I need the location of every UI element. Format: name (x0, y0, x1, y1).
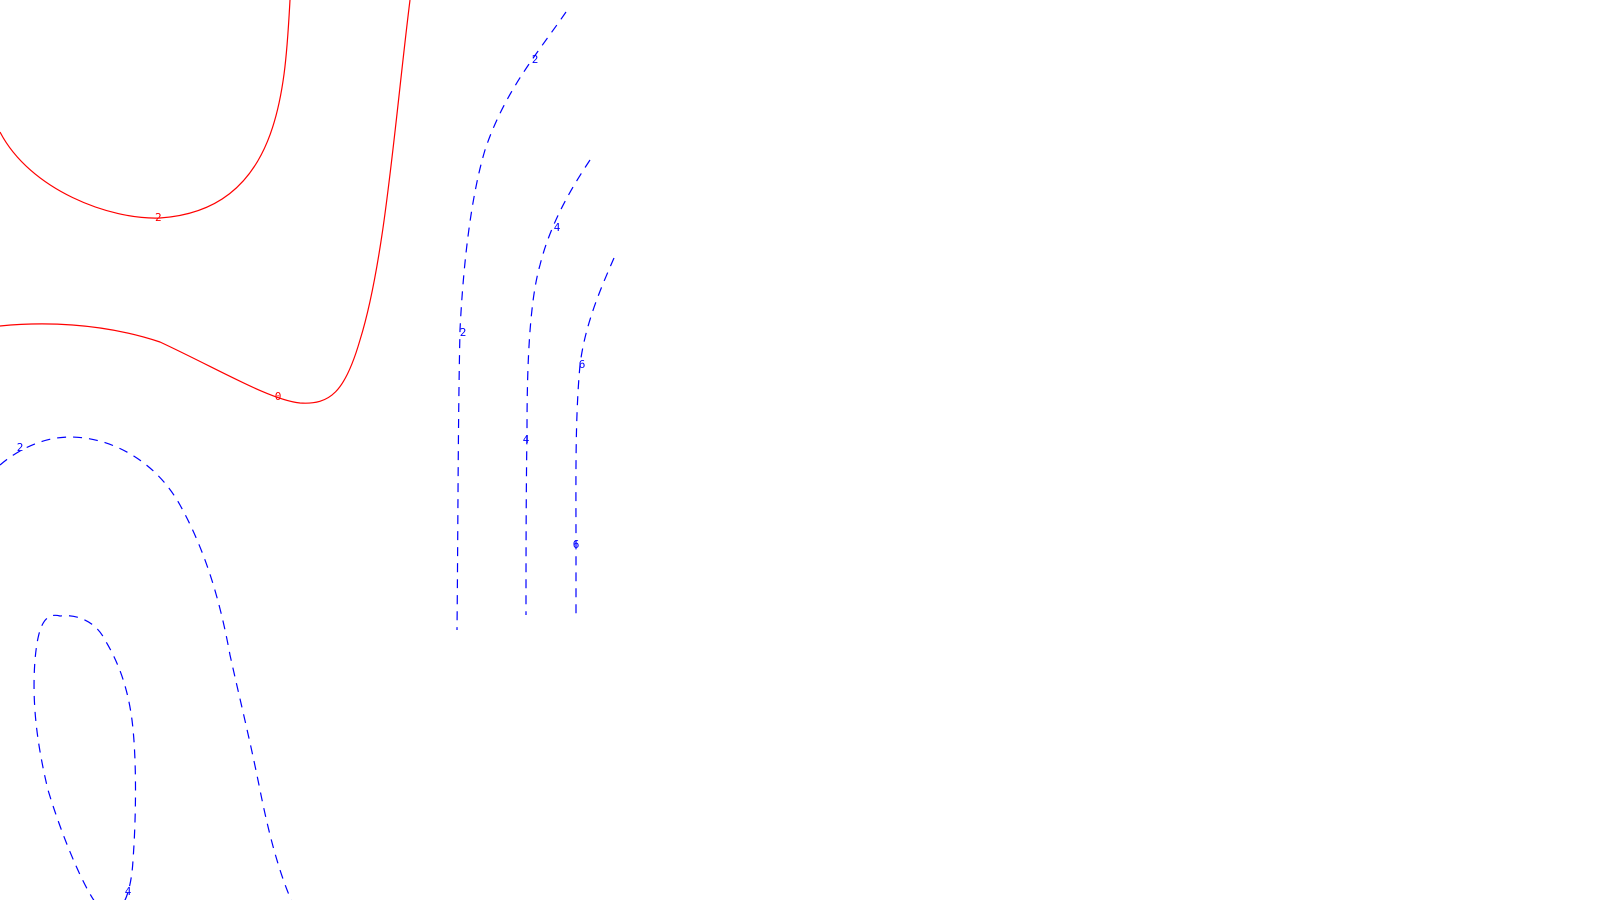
contour-line-0 (0, 0, 411, 404)
contour-label-4-top: 4 (554, 221, 561, 234)
contour-label-4-mid: 4 (523, 433, 530, 446)
contour-line-neg2 (0, 0, 291, 219)
contour-label-4-loop: 4 (125, 885, 132, 898)
contour-line-4-loop (33, 614, 137, 900)
contour-label-2-mid: 2 (460, 326, 467, 339)
contour-line-4-right (525, 159, 591, 616)
contour-label-neg2: -2 (148, 211, 161, 224)
contour-label-6-top: 6 (579, 358, 586, 371)
contour-line-2-left (0, 436, 292, 900)
contour-label-0: 0 (275, 390, 282, 403)
contour-line-6-right (575, 257, 615, 615)
contour-label-6-mid: 6 (573, 538, 580, 551)
contour-label-2-top: 2 (532, 53, 539, 66)
contour-label-2-left: 2 (17, 441, 24, 454)
contour-line-2-right (456, 11, 567, 631)
